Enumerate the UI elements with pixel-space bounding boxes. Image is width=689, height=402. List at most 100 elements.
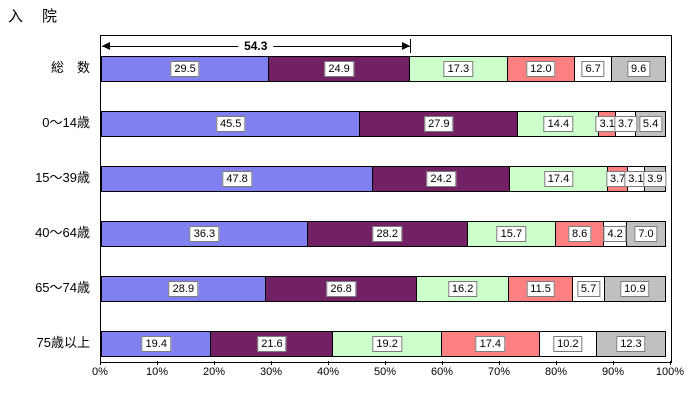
value-label: 26.8 [326, 281, 356, 297]
value-label: 9.6 [626, 61, 651, 77]
bar-segment: 16.2 [416, 276, 509, 302]
bar-segment: 3.7 [613, 111, 638, 137]
bar-segment: 27.9 [359, 111, 519, 137]
bar-row: 19.4 21.6 19.2 17.4 10.2 12.3 [101, 331, 671, 357]
bar-segment: 7.0 [626, 221, 666, 247]
bar-row: 45.5 27.9 14.4 3.1 3.7 5.4 [101, 111, 671, 137]
axis-tick-mark [328, 361, 329, 365]
value-label: 10.9 [620, 281, 650, 297]
value-label: 21.6 [257, 336, 287, 352]
value-label: 10.2 [553, 336, 583, 352]
axis-tick-mark [214, 361, 215, 365]
axis-tick-mark [385, 361, 386, 365]
axis-tick-label: 50% [373, 366, 397, 378]
dimension-annotation: 54.3 [101, 38, 411, 54]
bar-segment: 5.7 [572, 276, 605, 302]
axis-tick-label: 40% [316, 366, 340, 378]
bar-segment: 5.4 [635, 111, 666, 137]
value-label: 19.4 [141, 336, 171, 352]
bar-segment: 17.3 [409, 56, 508, 82]
axis-tick-label: 20% [202, 366, 226, 378]
bar-segment: 45.5 [101, 111, 361, 137]
bar-segment: 17.4 [440, 331, 540, 357]
value-label: 17.3 [443, 61, 474, 77]
axis-tick-label: 30% [259, 366, 283, 378]
bar-segment: 9.6 [611, 56, 666, 82]
bar-segment: 15.7 [466, 221, 557, 247]
value-label: 28.2 [372, 226, 402, 242]
axis-tick-label: 0% [92, 366, 108, 378]
bar-segment: 12.0 [506, 56, 576, 82]
value-label: 28.9 [168, 281, 199, 297]
axis-tick-label: 100% [655, 366, 685, 378]
bar-segment: 28.2 [306, 221, 468, 247]
axis-tick-mark [100, 361, 101, 365]
axis-tick-label: 90% [601, 366, 625, 378]
value-label: 12.3 [616, 336, 646, 352]
axis-tick-label: 60% [430, 366, 454, 378]
value-label: 5.7 [576, 281, 601, 297]
value-label: 24.2 [426, 171, 456, 187]
annotation-end-cap [409, 39, 411, 53]
axis-tick-mark [613, 361, 614, 365]
value-label: 12.0 [526, 61, 556, 77]
value-label: 3.9 [643, 171, 667, 187]
bar-row: 28.9 26.8 16.2 11.5 5.7 10.9 [101, 276, 671, 302]
bar-segment: 24.2 [372, 166, 510, 192]
bar-segment: 21.6 [210, 331, 334, 357]
bar-row: 29.5 24.9 17.3 12.0 6.7 9.6 [101, 56, 671, 82]
bar-segment: 14.4 [517, 111, 600, 137]
axis-tick-label: 80% [544, 366, 568, 378]
axis-tick-label: 10% [145, 366, 169, 378]
value-label: 3.1 [595, 116, 619, 132]
value-label: 11.5 [526, 281, 555, 297]
value-label: 16.2 [447, 281, 478, 297]
category-label: 40～64歳 [35, 225, 90, 240]
plot-area: 54.3 29.5 24.9 17.3 12.0 6.7 9.6 45.5 27.9 14.4 3… [100, 35, 672, 363]
axis-tick-mark [157, 361, 158, 365]
axis-tick-label: 70% [487, 366, 511, 378]
bar-segment: 10.2 [538, 331, 597, 357]
bar-segment: 3.9 [643, 166, 667, 192]
bar-segment: 36.3 [101, 221, 308, 247]
category-label: 0～14歳 [42, 115, 90, 130]
value-label: 7.0 [634, 226, 658, 242]
value-label: 3.1 [624, 171, 648, 187]
value-label: 47.8 [222, 171, 252, 187]
category-label: 75歳以上 [36, 335, 90, 350]
value-label: 27.9 [424, 116, 454, 132]
axis-tick-mark [499, 361, 500, 365]
bar-segment: 3.1 [624, 166, 648, 192]
value-label: 29.5 [170, 61, 200, 77]
x-axis-tick-marks [100, 361, 671, 365]
value-label: 36.3 [189, 226, 220, 242]
annotation-label: 54.3 [238, 39, 274, 53]
axis-tick-mark [670, 361, 671, 365]
value-label: 5.4 [638, 116, 663, 132]
value-label: 45.5 [215, 116, 246, 132]
bar-segment: 4.2 [603, 221, 628, 247]
bar-segment: 28.9 [101, 276, 266, 302]
value-label: 3.7 [613, 116, 638, 132]
bar-segment: 12.3 [595, 331, 666, 357]
category-label: 65～74歳 [35, 280, 90, 295]
bar-segment: 19.4 [101, 331, 212, 357]
bar-segment: 29.5 [101, 56, 270, 82]
bar-segment: 6.7 [574, 56, 613, 82]
value-label: 4.2 [603, 226, 627, 242]
value-label: 19.2 [372, 336, 402, 352]
bar-segment: 8.6 [555, 221, 605, 247]
axis-tick-mark [271, 361, 272, 365]
value-label: 6.7 [581, 61, 605, 77]
axis-tick-mark [556, 361, 557, 365]
bar-segment: 26.8 [264, 276, 418, 302]
chart-title: 入 院 [8, 8, 60, 25]
bar-row: 36.3 28.2 15.7 8.6 4.2 7.0 [101, 221, 671, 247]
bar-segment: 47.8 [101, 166, 374, 192]
bar-segment: 24.9 [268, 56, 411, 82]
bar-segment: 17.4 [508, 166, 609, 192]
annotation-arrow-right-icon [401, 42, 410, 50]
bar-segment: 10.9 [603, 276, 666, 302]
value-label: 17.4 [475, 336, 506, 352]
